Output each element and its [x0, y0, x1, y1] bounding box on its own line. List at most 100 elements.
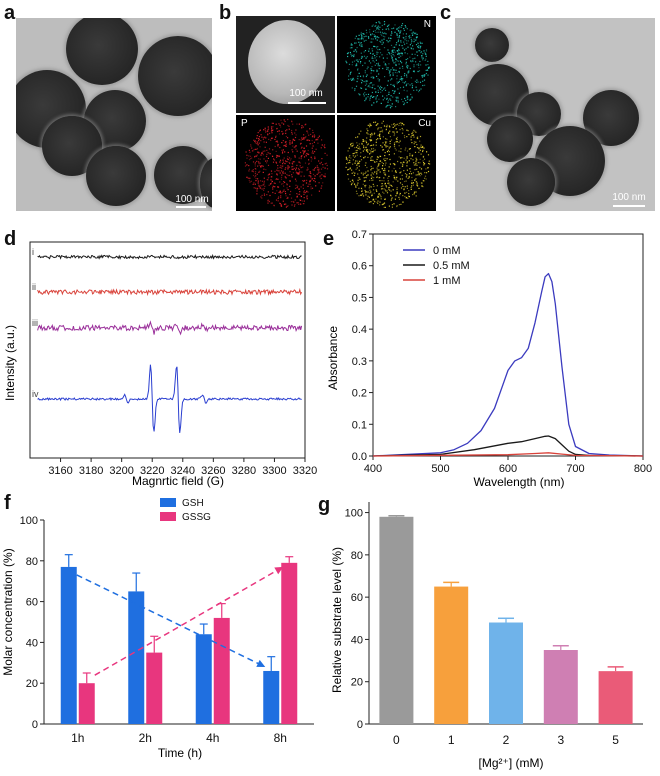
panel-e-absorbance-chart: 400 500 600 700 8000.00.10.20.30.40.50.60.7 … — [326, 229, 652, 489]
panel-f-ylabel: Molar concentration (%) — [1, 548, 15, 675]
panel-d-xtick-label: 3180 — [79, 465, 103, 477]
panel-g-bar — [489, 622, 523, 724]
panel-e-ytick-label: 0.0 — [352, 451, 367, 463]
panel-g-xtick-label: 5 — [612, 733, 619, 747]
panel-e-ytick-label: 0.5 — [352, 292, 367, 304]
panel-f-trend-arrow-gsh — [76, 574, 266, 668]
panel-g-xtick-label: 3 — [557, 733, 564, 747]
panel-e-ytick-label: 0.6 — [352, 261, 367, 273]
panel-d-trace-label-ii: ii — [32, 282, 36, 292]
panel-g-label: g — [318, 494, 331, 516]
panel-b-n-map-tile: N — [337, 16, 436, 113]
panel-c-scalebar-label: 100 nm — [612, 192, 646, 203]
panel-b-scalebar-label: 100 nm — [289, 88, 323, 99]
panel-c-tem-image: 100 nm — [455, 18, 655, 211]
panel-e-xlabel: Wavelength (nm) — [474, 475, 565, 489]
panel-f-legend-label: GSSG — [182, 512, 211, 523]
panel-d-label: d — [4, 228, 17, 250]
panel-f-xtick-label: 4h — [206, 731, 219, 745]
panel-f-arrowhead-gsh — [256, 659, 266, 667]
panel-f-xtick-label: 8h — [274, 731, 287, 745]
panel-a-scalebar — [176, 206, 206, 208]
panel-d-trace-label-iv: iv — [32, 389, 39, 399]
panel-f-arrowhead-gssg — [274, 566, 284, 575]
panel-b-haadf-tile: 100 nm — [236, 16, 335, 113]
panel-e-series-line — [372, 452, 644, 457]
panel-f-bar-gssg — [281, 562, 298, 724]
panel-e-xtick-label: 800 — [634, 463, 652, 475]
panel-f-ytick-label: 20 — [26, 678, 38, 690]
panel-g-ytick-label: 20 — [351, 677, 363, 689]
panel-d-xtick-label: 3160 — [48, 465, 72, 477]
panel-e-series-line — [372, 272, 644, 457]
panel-e-ytick-label: 0.4 — [352, 324, 367, 336]
panel-g-xtick-label: 2 — [503, 733, 510, 747]
panel-a-scalebar-label: 100 nm — [175, 194, 209, 205]
panel-b-scalebar — [288, 102, 326, 104]
panel-e-label: e — [323, 228, 335, 250]
panel-d-xtick-label: 3200 — [109, 465, 133, 477]
panel-a-tem-image: 100 nm — [16, 18, 212, 211]
panel-d-trace-i — [37, 253, 302, 260]
panel-f-bar-gssg — [213, 617, 230, 724]
panel-b-label: b — [219, 2, 232, 24]
panel-g-bar — [379, 516, 414, 724]
panel-f-legend-swatch — [160, 498, 176, 507]
panel-e-ytick-label: 0.2 — [352, 388, 367, 400]
panel-g-bar-chart: 0 20 40 60 80 100 0 1 2 3 5 [Mg²⁺] (mM) Relative s… — [330, 502, 643, 770]
panel-d-trace-ii — [37, 287, 303, 297]
panel-d-xtick-label: 3320 — [293, 465, 317, 477]
panel-g-xtick-label: 1 — [448, 733, 455, 747]
panel-e-xtick-label: 500 — [431, 463, 449, 475]
panel-b-p-speckles — [244, 118, 329, 208]
panel-d-epr-chart: 3160 3180 3200 3220 3240 3260 3280 3300 3320 iii… — [3, 241, 317, 488]
panel-d-ylabel: Intensity (a.u.) — [3, 325, 17, 401]
panel-c-scalebar — [613, 205, 645, 207]
panel-b-n-speckles — [345, 21, 430, 109]
panel-g-xtick-label: 0 — [393, 733, 400, 747]
panel-d-trace-iii — [37, 320, 303, 336]
panel-a-label: a — [4, 2, 16, 24]
panel-d-xtick-label: 3220 — [140, 465, 164, 477]
panel-d-xtick-label: 3300 — [262, 465, 286, 477]
panel-f-bar-gssg — [146, 652, 163, 724]
panel-f-ytick-label: 60 — [26, 597, 38, 609]
panel-d-xtick-label: 3280 — [232, 465, 256, 477]
panel-f-legend-swatch — [160, 512, 176, 521]
panel-c-label: c — [440, 2, 452, 24]
panel-e-legend-label: 0 mM — [433, 245, 461, 257]
panel-e-series-line — [372, 435, 644, 457]
panel-f-label: f — [4, 492, 11, 514]
panel-g-ylabel: Relative substrate level (%) — [330, 547, 344, 693]
panel-b-p-map-tile: P — [236, 115, 335, 211]
panel-b-cu-speckles — [345, 120, 431, 208]
panel-e-legend-label: 0.5 mM — [433, 260, 470, 272]
panel-d-xlabel: Magnrtic field (G) — [132, 474, 224, 488]
panel-g-bar — [598, 671, 633, 724]
panel-f-bar-gsh — [128, 591, 145, 724]
panel-e-ylabel: Absorbance — [326, 326, 340, 390]
panel-d-xtick-label: 3240 — [171, 465, 195, 477]
panel-g-ytick-label: 60 — [351, 592, 363, 604]
panel-d-trace-label-iii: iii — [32, 318, 38, 328]
panel-f-bar-gsh — [195, 634, 212, 724]
panel-e-xtick-label: 600 — [499, 463, 517, 475]
panel-g-ytick-label: 100 — [345, 508, 363, 520]
panel-f-bar-chart: 0 20 40 60 80 100 1h 2h 4h 8h GSH GSSG Time (h) Mo… — [1, 498, 314, 760]
panel-d-trace-label-i: i — [32, 247, 34, 257]
panel-d-frame — [29, 241, 306, 459]
panel-b-p-label: P — [241, 118, 248, 129]
panel-f-xtick-label: 2h — [139, 731, 152, 745]
panel-f-ytick-label: 80 — [26, 556, 38, 568]
panel-f-trend-arrow-gssg — [94, 566, 284, 676]
panel-f-legend-label: GSH — [182, 498, 204, 509]
panel-d-trace-iv — [37, 364, 302, 433]
panel-e-ytick-label: 0.7 — [352, 229, 367, 241]
panel-b-cu-map-tile: Cu — [337, 115, 436, 211]
panel-b-mapping: 100 nm N P Cu — [236, 16, 436, 211]
panel-e-xtick-label: 700 — [566, 463, 584, 475]
panel-b-cu-label: Cu — [418, 118, 431, 129]
panel-e-ytick-label: 0.3 — [352, 356, 367, 368]
panel-f-bar-gsh — [263, 670, 280, 724]
panel-e-xtick-label: 400 — [364, 463, 382, 475]
